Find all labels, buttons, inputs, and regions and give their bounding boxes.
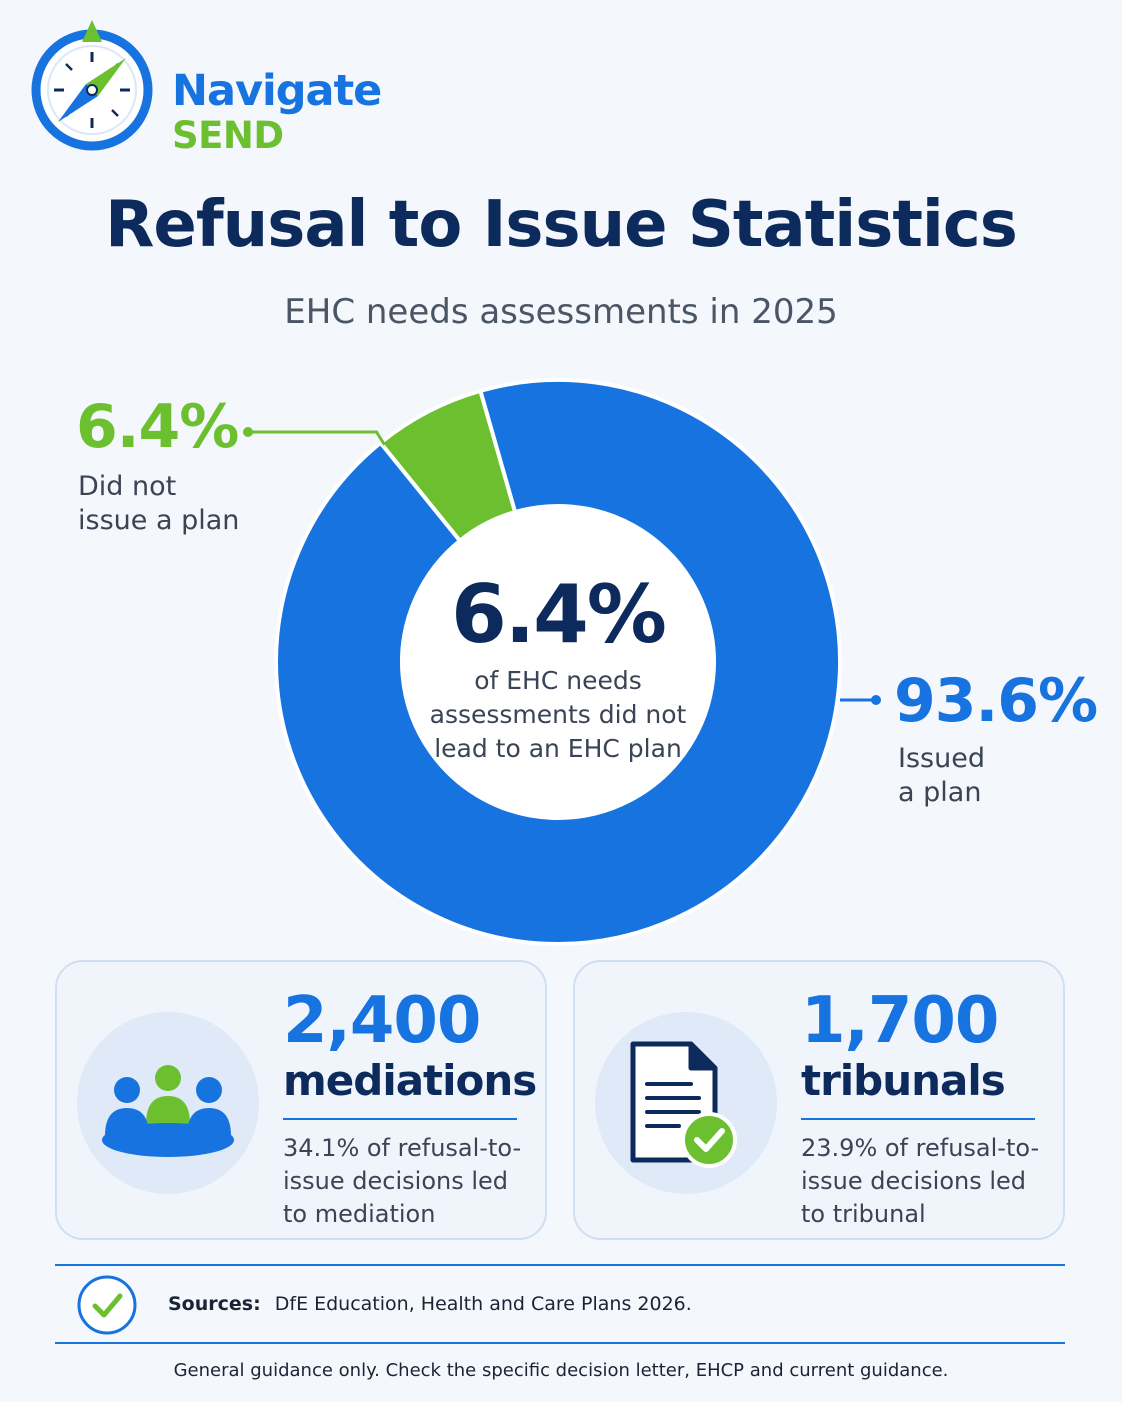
mediations-divider bbox=[283, 1118, 517, 1120]
sources-bottom-divider bbox=[55, 1342, 1065, 1344]
tribunals-desc-line2: issue decisions led bbox=[801, 1167, 1027, 1195]
brand-logo: Navigate SEND bbox=[30, 18, 410, 158]
leader-dot-not-issued bbox=[243, 427, 253, 437]
mediations-desc-line2: issue decisions led bbox=[283, 1167, 509, 1195]
mediations-desc-line1: 34.1% of refusal-to- bbox=[283, 1134, 522, 1162]
document-check-icon bbox=[595, 1012, 777, 1194]
callout-not-issued-line2: issue a plan bbox=[78, 505, 240, 536]
leader-dot-issued bbox=[871, 695, 881, 705]
tribunals-description: 23.9% of refusal-to- issue decisions led… bbox=[801, 1132, 1051, 1231]
callout-not-issued-pct: 6.4% bbox=[76, 392, 239, 462]
mediations-desc-line3: to mediation bbox=[283, 1200, 436, 1228]
sources-line: Sources: DfE Education, Health and Care … bbox=[168, 1293, 692, 1315]
callout-issued-label: Issued a plan bbox=[898, 742, 1078, 810]
donut-center-line1: of EHC needs bbox=[474, 666, 642, 695]
page-subtitle: EHC needs assessments in 2025 bbox=[284, 292, 838, 332]
footer-disclaimer: General guidance only. Check the specifi… bbox=[173, 1360, 949, 1381]
mediations-card: 2,400 mediations 34.1% of refusal-to- is… bbox=[55, 960, 547, 1240]
mediations-noun: mediations bbox=[283, 1056, 537, 1105]
donut-center-value: 6.4% bbox=[451, 568, 667, 661]
donut-center-line3: lead to an EHC plan bbox=[434, 734, 682, 763]
mediations-description: 34.1% of refusal-to- issue decisions led… bbox=[283, 1132, 533, 1231]
tribunals-desc-line3: to tribunal bbox=[801, 1200, 926, 1228]
mediations-number: 2,400 bbox=[283, 984, 481, 1058]
donut-center-line2: assessments did not bbox=[429, 700, 687, 729]
tribunals-divider bbox=[801, 1118, 1035, 1120]
sources-top-divider bbox=[55, 1264, 1065, 1266]
donut-center-text: of EHC needs assessments did not lead to… bbox=[418, 664, 698, 766]
tribunals-desc-line1: 23.9% of refusal-to- bbox=[801, 1134, 1040, 1162]
callout-not-issued-line1: Did not bbox=[78, 471, 177, 502]
page-title: Refusal to Issue Statistics bbox=[105, 188, 1018, 262]
callout-issued-pct: 93.6% bbox=[894, 666, 1098, 736]
callout-issued-line1: Issued bbox=[898, 743, 985, 774]
donut-hole bbox=[404, 508, 712, 816]
donut-slice-issued bbox=[274, 378, 842, 946]
sources-label: Sources: bbox=[168, 1293, 261, 1315]
check-circle-icon bbox=[77, 1275, 137, 1335]
callout-not-issued-label: Did not issue a plan bbox=[78, 470, 278, 538]
logo-word-send: SEND bbox=[172, 114, 284, 157]
leader-line-not-issued bbox=[248, 430, 386, 446]
sources-text: DfE Education, Health and Care Plans 202… bbox=[274, 1293, 692, 1315]
tribunals-number: 1,700 bbox=[801, 984, 999, 1058]
people-meeting-icon bbox=[77, 1012, 259, 1194]
callout-issued-line2: a plan bbox=[898, 777, 982, 808]
tribunals-card: 1,700 tribunals 23.9% of refusal-to- iss… bbox=[573, 960, 1065, 1240]
logo-word-navigate: Navigate bbox=[172, 66, 382, 116]
tribunals-noun: tribunals bbox=[801, 1056, 1006, 1105]
compass-icon bbox=[31, 20, 153, 151]
